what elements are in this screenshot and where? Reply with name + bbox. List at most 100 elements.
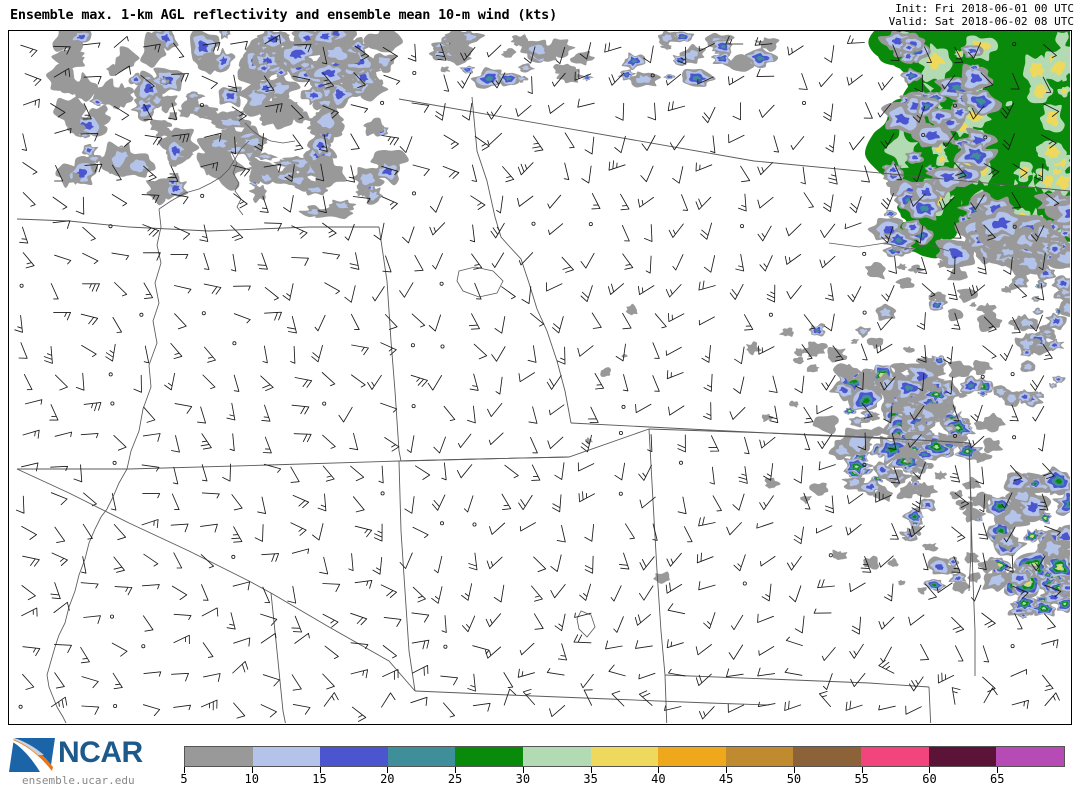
map-panel[interactable] — [8, 30, 1072, 725]
wind-barb — [604, 42, 622, 53]
reflectivity-contour — [932, 583, 937, 587]
wind-barb — [290, 104, 304, 120]
wind-barb — [732, 493, 745, 511]
reflectivity-contour — [335, 89, 346, 100]
wind-barb — [969, 105, 985, 120]
reflectivity-contour — [1062, 231, 1068, 235]
wind-barb — [491, 252, 505, 268]
wind-barb — [348, 553, 354, 572]
ncar-logo-text: NCAR — [58, 736, 143, 769]
colorbar-tick-label: 60 — [922, 772, 937, 786]
wind-barb — [1044, 192, 1060, 207]
reflectivity-contour — [77, 34, 86, 40]
wind-barb — [580, 673, 594, 689]
wind-barb — [1013, 283, 1028, 298]
wind-barb — [546, 282, 563, 292]
reflectivity-contour — [890, 362, 912, 374]
wind-barb — [999, 344, 1014, 362]
wind-barb — [641, 135, 656, 151]
boundary-line — [398, 98, 1070, 192]
reflectivity-contour — [866, 483, 875, 490]
reflectivity-contour — [244, 138, 260, 146]
wind-barb — [695, 196, 712, 210]
reflectivity-contour — [901, 536, 911, 541]
wind-barb — [113, 35, 129, 48]
wind-barb — [353, 72, 366, 89]
reflectivity-contour — [321, 69, 336, 78]
wind-barb — [486, 44, 502, 58]
colorbar-tick — [319, 767, 321, 773]
wind-barb — [488, 432, 504, 446]
wind-barb — [551, 72, 566, 87]
wind-barb — [113, 524, 127, 541]
wind-barb — [584, 136, 595, 155]
wind-barb — [846, 493, 864, 505]
wind-barb — [880, 132, 895, 149]
reflectivity-contour — [1044, 517, 1047, 520]
reflectivity-contour — [985, 153, 1030, 188]
wind-barb — [733, 554, 746, 572]
reflectivity-contour — [59, 81, 80, 95]
wind-barb — [664, 705, 682, 711]
boundary-line — [244, 122, 296, 144]
reflectivity-contour — [779, 327, 794, 337]
wind-barb — [200, 699, 218, 711]
wind-barb — [442, 702, 456, 718]
wind-barb — [922, 553, 929, 571]
calm-wind-symbol — [112, 460, 117, 465]
wind-barb — [141, 194, 160, 204]
wind-barb — [793, 526, 804, 545]
wind-barb — [411, 313, 426, 328]
wind-barb — [22, 429, 40, 439]
wind-barb — [291, 225, 308, 239]
colorbar-tick-label: 45 — [718, 772, 734, 786]
wind-barb — [878, 616, 895, 630]
boundary-line — [400, 428, 650, 462]
reflectivity-contour — [1023, 363, 1033, 370]
reflectivity-contour — [968, 48, 977, 54]
wind-barb — [666, 552, 682, 567]
reflectivity-contour — [897, 579, 906, 586]
reflectivity-contour — [625, 303, 638, 316]
wind-barb — [533, 556, 547, 573]
wind-barb — [487, 132, 503, 146]
wind-barb — [54, 165, 64, 182]
wind-barb — [254, 524, 264, 542]
reflectivity-contour — [440, 31, 467, 47]
reflectivity-contour — [211, 138, 228, 148]
run-timestamps: Init: Fri 2018-06-01 00 UTC Valid: Sat 2… — [889, 2, 1074, 28]
wind-barb — [81, 556, 87, 574]
colorbar-bands — [184, 746, 1065, 767]
wind-barb — [349, 252, 360, 270]
wind-barb — [845, 523, 862, 536]
wind-barb — [549, 704, 566, 718]
calm-wind-symbol — [953, 103, 958, 108]
wind-barb — [1003, 526, 1016, 543]
wind-barb — [1042, 674, 1054, 691]
wind-barb — [578, 491, 595, 503]
colorbar-tick-label: 55 — [854, 772, 869, 786]
wind-barb — [584, 523, 595, 542]
reflectivity-contour — [876, 478, 879, 480]
wind-barb — [290, 345, 296, 364]
reflectivity-contour — [902, 406, 916, 416]
colorbar-tick — [184, 767, 185, 773]
wind-barb — [757, 701, 776, 708]
wind-barb — [264, 222, 282, 232]
reflectivity-contour — [521, 65, 530, 70]
wind-barb — [913, 462, 926, 480]
reflectivity-contour — [981, 101, 1043, 164]
ncar-logo[interactable]: NCAR ensemble.ucar.edu — [6, 736, 178, 787]
wind-barb — [652, 375, 660, 392]
wind-barb — [952, 404, 960, 422]
wind-barb — [352, 196, 371, 203]
wind-barb — [1011, 316, 1021, 334]
boundary-line — [158, 140, 250, 210]
calm-wind-symbol — [322, 401, 327, 406]
wind-barb — [894, 163, 902, 181]
wind-barb — [703, 612, 716, 630]
wind-barb — [978, 522, 989, 540]
reflectivity-contour — [692, 75, 702, 82]
wind-barb — [667, 312, 685, 323]
reflectivity-contour — [950, 84, 963, 91]
